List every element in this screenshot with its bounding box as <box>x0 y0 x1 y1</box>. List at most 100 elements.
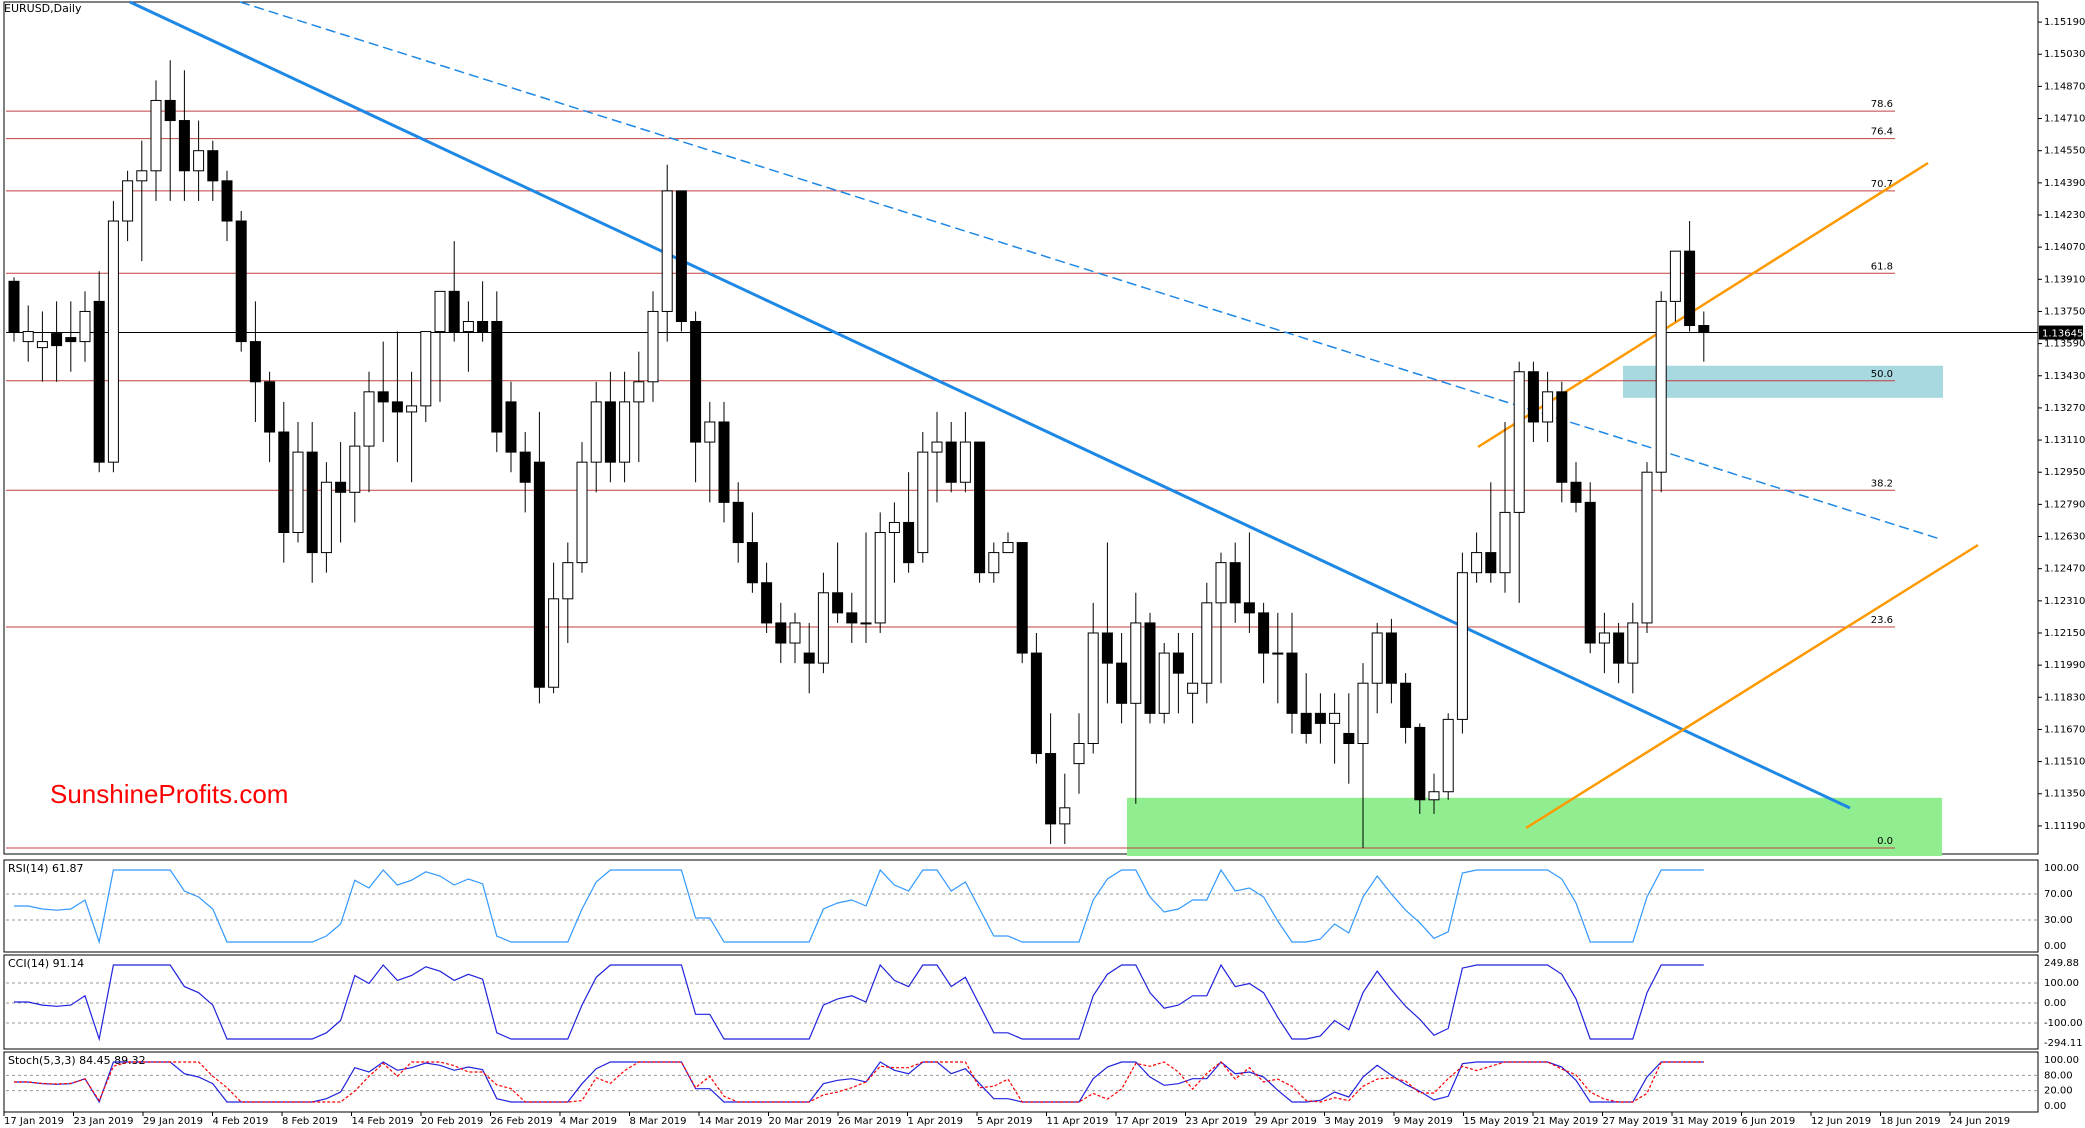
price-tick-label: 1.13110 <box>2044 435 2085 446</box>
candle <box>406 371 418 483</box>
indicator-line <box>14 963 1704 1042</box>
indicator-title: Stoch(5,3,3) 84.45 89.32 <box>8 1054 146 1067</box>
candle-body <box>1329 712 1341 724</box>
candle <box>789 612 801 664</box>
candle-body <box>1059 807 1071 825</box>
candle-body <box>1343 732 1355 745</box>
candle-body <box>775 622 787 644</box>
candle-body <box>1570 481 1582 503</box>
candle <box>1527 361 1539 443</box>
candle-body <box>1385 632 1397 684</box>
candle-body <box>150 99 162 172</box>
candle-body <box>264 381 276 433</box>
candle <box>704 401 716 503</box>
candle-body <box>22 331 34 343</box>
candle-body <box>1158 652 1170 714</box>
candle <box>1300 673 1312 744</box>
candle <box>1201 582 1213 704</box>
candle <box>1343 693 1355 784</box>
candle <box>491 291 503 453</box>
candle <box>1556 381 1568 503</box>
candle-body <box>79 310 91 343</box>
candle <box>1357 663 1369 848</box>
candle <box>988 542 1000 583</box>
candle <box>1400 673 1412 744</box>
date-tick-label: 12 Jun 2019 <box>1811 1116 1871 1127</box>
candle <box>264 371 276 463</box>
candle-body <box>193 150 205 172</box>
candle <box>1329 693 1341 764</box>
candle-body <box>1371 632 1383 684</box>
candle-body <box>704 421 716 443</box>
date-tick-label: 14 Feb 2019 <box>352 1116 414 1127</box>
candle-body <box>661 190 673 312</box>
candle <box>1669 250 1681 322</box>
candle <box>1542 371 1554 443</box>
indicator-line <box>14 1061 1704 1104</box>
candle-body <box>391 401 403 413</box>
date-tick-label: 26 Feb 2019 <box>491 1116 553 1127</box>
candle-body <box>249 341 261 383</box>
date-tick-label: 24 Jun 2019 <box>1950 1116 2010 1127</box>
candle <box>178 70 190 201</box>
date-tick-label: 8 Mar 2019 <box>630 1116 687 1127</box>
date-tick-label: 29 Jan 2019 <box>143 1116 203 1127</box>
candle <box>1570 462 1582 513</box>
candle-body <box>1542 391 1554 423</box>
candle-body <box>1215 562 1227 604</box>
price-tick-label: 1.12470 <box>2044 564 2085 575</box>
candle <box>548 562 560 694</box>
candle <box>860 532 872 644</box>
candle <box>1272 612 1284 704</box>
candle-body <box>1314 712 1326 724</box>
candle <box>93 271 105 473</box>
indicator-level-label: 0.00 <box>2044 1101 2066 1112</box>
candle-body <box>491 320 503 433</box>
indicator-title: RSI(14) 61.87 <box>8 862 83 875</box>
indicator-panels: RSI(14) 61.87 100.00 70.00 30.00 0.00 CCI(14)… <box>3 859 2083 1113</box>
candle <box>1513 361 1525 603</box>
price-tick-label: 1.11830 <box>2044 692 2085 703</box>
candle <box>420 331 432 422</box>
candle-body <box>1300 712 1312 734</box>
candle <box>1059 773 1071 844</box>
candle <box>36 311 48 382</box>
candle-body <box>1485 552 1497 574</box>
candle-body <box>1471 552 1483 574</box>
indicator-level-label: 0.00 <box>2044 941 2066 952</box>
candle-body <box>633 381 645 403</box>
candle <box>448 241 460 342</box>
candle-body <box>1456 572 1468 720</box>
price-tick-label: 1.13910 <box>2044 274 2085 285</box>
candle-body <box>675 190 687 322</box>
support-zone <box>1127 797 1942 856</box>
candle-body <box>51 333 63 347</box>
candle <box>1045 713 1057 844</box>
candle <box>832 542 844 623</box>
candle-body <box>1556 391 1568 483</box>
date-tick-label: 4 Mar 2019 <box>560 1116 617 1127</box>
candle <box>249 301 261 422</box>
candle-body <box>803 652 815 664</box>
candle <box>1243 532 1255 633</box>
downtrend-line <box>129 0 1851 810</box>
resistance-zone <box>1623 365 1943 398</box>
candle-body <box>1116 662 1128 704</box>
date-tick-label: 17 Apr 2019 <box>1116 1116 1178 1127</box>
candle <box>746 512 758 593</box>
candle-body <box>1641 471 1653 624</box>
candle-body <box>533 461 545 688</box>
candles-layer <box>8 60 1710 848</box>
date-tick-label: 8 Feb 2019 <box>282 1116 338 1127</box>
candle-body <box>278 431 290 534</box>
fib-label-0.0: 0.0 <box>1877 836 1893 847</box>
candle-body <box>477 320 489 333</box>
candle <box>320 462 332 573</box>
date-tick-label: 18 Jun 2019 <box>1881 1116 1941 1127</box>
candle <box>874 512 886 633</box>
price-tick-label: 1.15030 <box>2044 49 2085 60</box>
price-tick-label: 1.13430 <box>2044 371 2085 382</box>
price-tick-label: 1.11990 <box>2044 660 2085 671</box>
candle <box>235 210 247 352</box>
candle-body <box>320 481 332 554</box>
